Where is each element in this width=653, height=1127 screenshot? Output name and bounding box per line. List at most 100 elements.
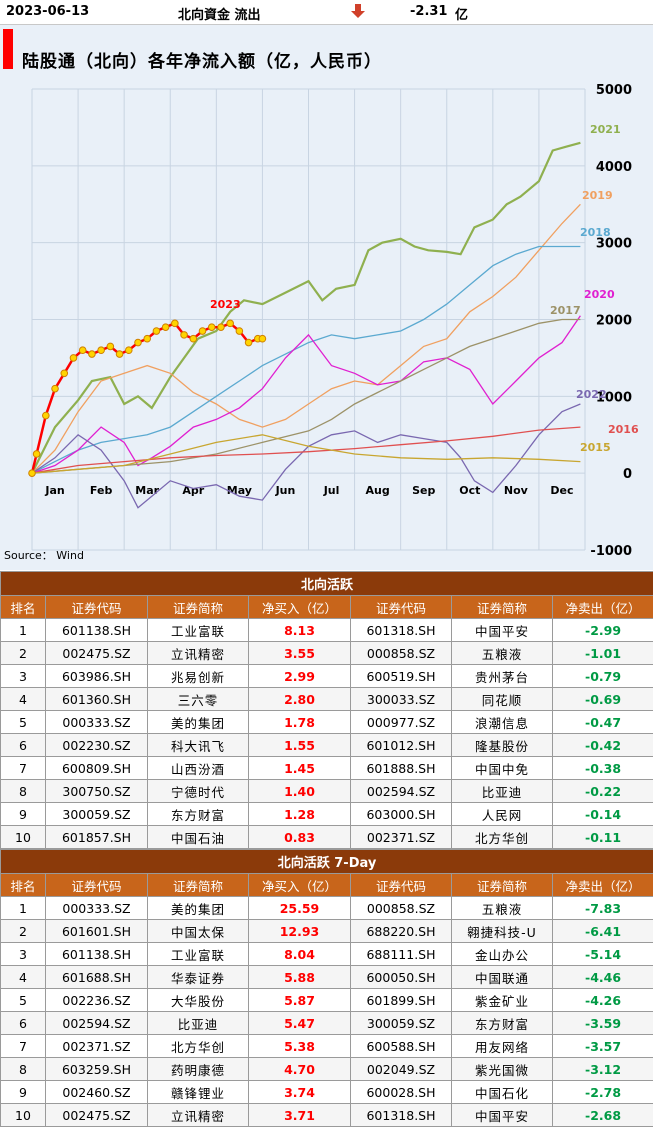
- table-row[interactable]: 4 601688.SH 华泰证券 5.88 600050.SH 中国联通 -4.46: [0, 965, 653, 989]
- buy-code-cell: 000333.SZ: [45, 896, 148, 920]
- sell-name-cell: 金山办公: [451, 942, 553, 966]
- buy-name-cell: 立讯精密: [147, 641, 249, 665]
- table-row[interactable]: 10 601857.SH 中国石油 0.83 002371.SZ 北方华创 -0.11: [0, 825, 653, 849]
- table1-title: 北向活跃: [0, 571, 653, 596]
- table-row[interactable]: 1 000333.SZ 美的集团 25.59 000858.SZ 五粮液 -7.83: [0, 896, 653, 920]
- buy-name-cell: 中国太保: [147, 919, 249, 943]
- x-tick-label: Aug: [366, 484, 390, 497]
- table-row[interactable]: 3 601138.SH 工业富联 8.04 688111.SH 金山办公 -5.14: [0, 942, 653, 966]
- net-buy-cell: 2.80: [248, 687, 351, 711]
- x-tick-label: Mar: [135, 484, 159, 497]
- column-header: 净买入（亿）: [248, 873, 351, 897]
- net-buy-cell: 5.87: [248, 988, 351, 1012]
- table-row[interactable]: 5 000333.SZ 美的集团 1.78 000977.SZ 浪潮信息 -0.47: [0, 710, 653, 734]
- table-row[interactable]: 6 002230.SZ 科大讯飞 1.55 601012.SH 隆基股份 -0.42: [0, 733, 653, 757]
- sell-name-cell: 中国石化: [451, 1080, 553, 1104]
- net-buy-cell: 1.78: [248, 710, 351, 734]
- buy-code-cell: 300750.SZ: [45, 779, 148, 803]
- y-tick-label: 5000: [596, 83, 632, 98]
- table-row[interactable]: 9 002460.SZ 赣锋锂业 3.74 600028.SH 中国石化 -2.78: [0, 1080, 653, 1104]
- table-row[interactable]: 2 601601.SH 中国太保 12.93 688220.SH 翱捷科技-U -6.41: [0, 919, 653, 943]
- column-header: 证券代码: [350, 873, 452, 897]
- net-buy-cell: 8.13: [248, 618, 351, 642]
- flow-summary-bar: 2023-06-13 北向資金 流出 -2.31 亿: [0, 0, 653, 25]
- net-sell-cell: -0.47: [551, 710, 653, 734]
- net-sell-cell: -2.78: [551, 1080, 653, 1104]
- net-sell-cell: -3.12: [551, 1057, 653, 1081]
- column-header: 净卖出（亿）: [551, 595, 653, 619]
- series-point-2023: [134, 338, 142, 347]
- series-line-2019: [31, 203, 581, 474]
- buy-code-cell: 002594.SZ: [45, 1011, 148, 1035]
- net-buy-cell: 1.40: [248, 779, 351, 803]
- net-buy-cell: 5.88: [248, 965, 351, 989]
- rank-cell: 1: [0, 618, 46, 642]
- table-row[interactable]: 8 300750.SZ 宁德时代 1.40 002594.SZ 比亚迪 -0.22: [0, 779, 653, 803]
- chart-title: 陆股通（北向）各年净流入额（亿，人民币）: [22, 52, 382, 72]
- table-row[interactable]: 4 601360.SH 三六零 2.80 300033.SZ 同花顺 -0.69: [0, 687, 653, 711]
- table-header-row: 排名 证券代码 证券简称 净买入（亿） 证券代码 证券简称 净卖出（亿）: [0, 873, 653, 897]
- series-label-2019: 2019: [582, 189, 613, 202]
- sell-name-cell: 人民网: [451, 802, 553, 826]
- series-point-2023: [69, 354, 78, 362]
- net-sell-cell: -3.59: [551, 1011, 653, 1035]
- table-row[interactable]: 7 600809.SH 山西汾酒 1.45 601888.SH 中国中免 -0.38: [0, 756, 653, 780]
- column-header: 证券简称: [451, 595, 553, 619]
- table-row[interactable]: 9 300059.SZ 东方财富 1.28 603000.SH 人民网 -0.14: [0, 802, 653, 826]
- sell-name-cell: 隆基股份: [451, 733, 553, 757]
- chart-panel: 陆股通（北向）各年净流入额（亿，人民币） 5000 4000 3000 2000 100…: [0, 25, 653, 570]
- x-tick-label: Oct: [459, 484, 480, 497]
- net-buy-cell: 3.74: [248, 1080, 351, 1104]
- rank-cell: 2: [0, 641, 46, 665]
- buy-name-cell: 华泰证券: [147, 965, 249, 989]
- sell-name-cell: 紫金矿业: [451, 988, 553, 1012]
- rank-cell: 4: [0, 687, 46, 711]
- table-row[interactable]: 7 002371.SZ 北方华创 5.38 600588.SH 用友网络 -3.57: [0, 1034, 653, 1058]
- sell-code-cell: 600050.SH: [350, 965, 452, 989]
- sell-name-cell: 中国联通: [451, 965, 553, 989]
- series-line-2017: [31, 318, 581, 474]
- series-point-2023: [51, 384, 59, 393]
- buy-name-cell: 赣锋锂业: [147, 1080, 249, 1104]
- buy-code-cell: 002460.SZ: [45, 1080, 148, 1104]
- series-point-2023: [198, 327, 207, 335]
- buy-name-cell: 兆易创新: [147, 664, 249, 688]
- net-sell-cell: -0.38: [551, 756, 653, 780]
- net-buy-cell: 5.47: [248, 1011, 351, 1035]
- sell-code-cell: 002371.SZ: [350, 825, 452, 849]
- buy-code-cell: 601138.SH: [45, 618, 148, 642]
- x-tick-label: Jan: [44, 484, 64, 497]
- net-buy-cell: 3.55: [248, 641, 351, 665]
- table-row[interactable]: 10 002475.SZ 立讯精密 3.71 601318.SH 中国平安 -2.68: [0, 1103, 653, 1127]
- table-row[interactable]: 8 603259.SH 药明康德 4.70 002049.SZ 紫光国微 -3.12: [0, 1057, 653, 1081]
- series-point-2023: [42, 411, 50, 420]
- table-row[interactable]: 1 601138.SH 工业富联 8.13 601318.SH 中国平安 -2.99: [0, 618, 653, 642]
- net-sell-cell: -7.83: [551, 896, 653, 920]
- series-point-2023: [32, 450, 41, 458]
- buy-code-cell: 601688.SH: [45, 965, 148, 989]
- net-buy-cell: 4.70: [248, 1057, 351, 1081]
- buy-name-cell: 三六零: [147, 687, 249, 711]
- rank-cell: 4: [0, 965, 46, 989]
- column-header: 净卖出（亿）: [551, 873, 653, 897]
- column-header: 证券简称: [147, 873, 249, 897]
- series-point-2023: [217, 323, 225, 331]
- x-tick-label: May: [227, 484, 252, 497]
- net-sell-cell: -5.14: [551, 942, 653, 966]
- table-row[interactable]: 5 002236.SZ 大华股份 5.87 601899.SH 紫金矿业 -4.26: [0, 988, 653, 1012]
- rank-cell: 3: [0, 664, 46, 688]
- sell-name-cell: 紫光国微: [451, 1057, 553, 1081]
- sell-code-cell: 300033.SZ: [350, 687, 452, 711]
- buy-code-cell: 002371.SZ: [45, 1034, 148, 1058]
- sell-code-cell: 600588.SH: [350, 1034, 452, 1058]
- table-row[interactable]: 3 603986.SH 兆易创新 2.99 600519.SH 贵州茅台 -0.79: [0, 664, 653, 688]
- rank-cell: 3: [0, 942, 46, 966]
- table-row[interactable]: 2 002475.SZ 立讯精密 3.55 000858.SZ 五粮液 -1.01: [0, 641, 653, 665]
- sell-code-cell: 601899.SH: [350, 988, 452, 1012]
- series-point-2023: [143, 334, 152, 343]
- series-label-2022: 2022: [576, 388, 607, 401]
- table-row[interactable]: 6 002594.SZ 比亚迪 5.47 300059.SZ 东方财富 -3.59: [0, 1011, 653, 1035]
- y-tick-label: 2000: [596, 314, 632, 329]
- column-header: 证券简称: [451, 873, 553, 897]
